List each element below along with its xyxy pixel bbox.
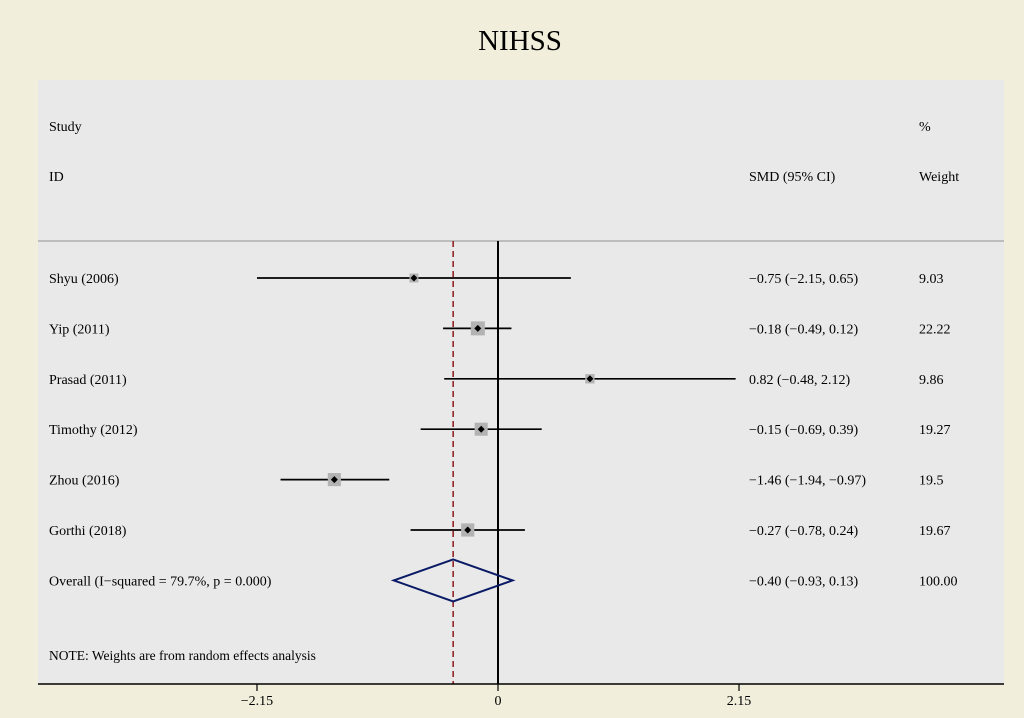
weight-text: 19.5 (919, 474, 944, 489)
ci-text: −0.27 (−0.78, 0.24) (749, 524, 858, 539)
point-estimate (330, 476, 338, 484)
study-label: Shyu (2006) (49, 272, 119, 287)
study-label: Yip (2011) (49, 322, 110, 337)
x-tick-label: 2.15 (727, 694, 752, 709)
study-label: Timothy (2012) (49, 423, 138, 438)
x-axis-ticks: −2.15 0 2.15 (241, 684, 751, 709)
header-weight: Weight (919, 170, 959, 185)
header-study: Study (49, 120, 82, 135)
plot-area: Shyu (2006) −0.75 (−2.15, 0.65) 9.03 Yip (2… (49, 241, 958, 684)
point-estimate (477, 425, 485, 433)
plot-background (38, 80, 1004, 684)
weight-text: 19.67 (919, 524, 951, 539)
overall-ci-text: −0.40 (−0.93, 0.13) (749, 574, 858, 589)
point-estimate (474, 324, 482, 332)
ci-text: −0.15 (−0.69, 0.39) (749, 423, 858, 438)
ci-text: −0.75 (−2.15, 0.65) (749, 272, 858, 287)
point-estimate (586, 375, 594, 383)
header-weight-percent: % (919, 120, 931, 135)
header-effect: SMD (95% CI) (749, 170, 836, 185)
overall-label: Overall (I−squared = 79.7%, p = 0.000) (49, 574, 272, 589)
x-tick-label: 0 (495, 694, 502, 709)
point-estimate (410, 274, 418, 282)
overall-diamond (390, 558, 516, 603)
weight-text: 9.03 (919, 272, 944, 287)
x-tick-label: −2.15 (241, 694, 273, 709)
overall-weight-text: 100.00 (919, 574, 958, 589)
weight-text: 9.86 (919, 373, 944, 388)
weight-text: 22.22 (919, 322, 951, 337)
ci-text: 0.82 (−0.48, 2.12) (749, 373, 851, 388)
weight-text: 19.27 (919, 423, 951, 438)
header-id: ID (49, 170, 64, 185)
chart-title: NIHSS (478, 25, 562, 57)
point-estimate (464, 526, 472, 534)
ci-text: −1.46 (−1.94, −0.97) (749, 474, 866, 489)
note-text: NOTE: Weights are from random effects an… (49, 648, 316, 663)
study-label: Zhou (2016) (49, 474, 120, 489)
study-label: Prasad (2011) (49, 373, 127, 388)
ci-text: −0.18 (−0.49, 0.12) (749, 322, 858, 337)
study-label: Gorthi (2018) (49, 524, 127, 539)
